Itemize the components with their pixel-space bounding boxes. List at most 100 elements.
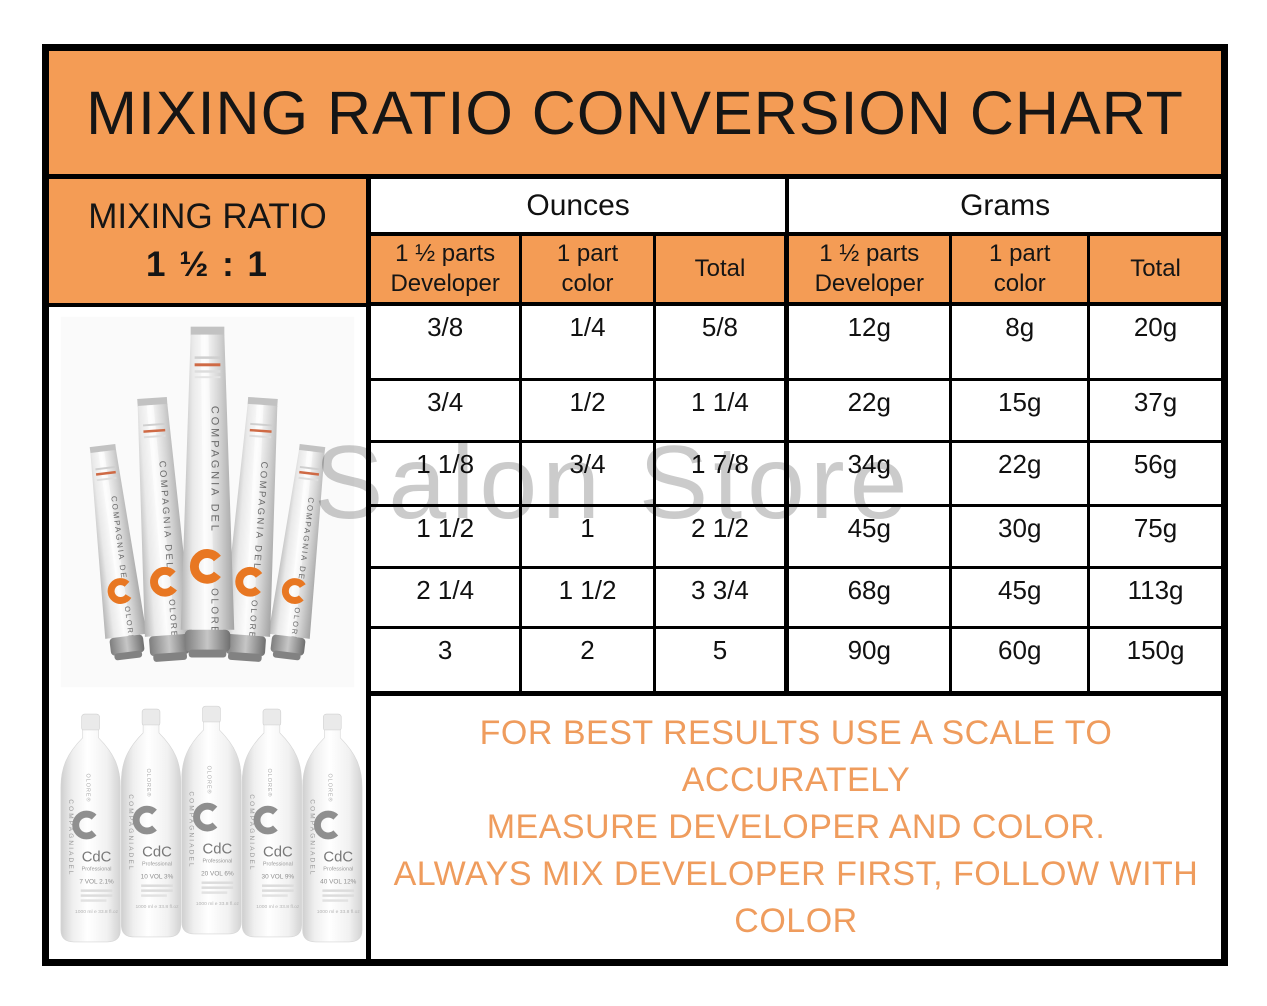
column-header-row: 1 ½ parts Developer 1 part color Total 1… — [371, 236, 1221, 306]
table-cell: 8g — [952, 306, 1091, 379]
bottle-name-text: CdC — [323, 850, 353, 866]
bottle-brand-c-text: OLORE® — [206, 766, 213, 795]
usage-note-line: MEASURE DEVELOPER AND COLOR. — [486, 808, 1106, 846]
column-header-oz-total: Total — [656, 236, 790, 302]
table-cell: 34g — [789, 442, 953, 505]
usage-note-line: FOR BEST RESULTS USE A SCALE TO ACCURATE… — [479, 714, 1113, 799]
bottle-brand-side-text: COMPAGNIADEL — [127, 794, 134, 871]
table-body: 3/8 1/4 5/8 12g 8g 20g 3/4 1/2 1 1/4 22g… — [371, 306, 1221, 696]
table-cell: 2 1/2 — [655, 507, 790, 566]
title-banner: MIXING RATIO CONVERSION CHART — [49, 51, 1221, 179]
table-cell: 12g — [789, 306, 953, 379]
table-cell: 75g — [1090, 507, 1221, 566]
color-tubes-image: COMPAGNIA DEL OLORE® COMPAGNIA DEL — [49, 307, 366, 697]
table-cell: 113g — [1090, 568, 1221, 627]
chart-frame: MIXING RATIO CONVERSION CHART MIXING RAT… — [42, 44, 1228, 966]
usage-note: FOR BEST RESULTS USE A SCALE TO ACCURATE… — [371, 696, 1221, 959]
table-cell: 3 3/4 — [655, 568, 790, 627]
conversion-table: Ounces Grams 1 ½ parts Developer 1 part … — [371, 179, 1221, 959]
bottle-vol-label: 7 VOL 2.1% — [79, 878, 114, 885]
bottle-name-text: CdC — [82, 850, 112, 866]
bottle-vol-label: 40 VOL 12% — [320, 878, 356, 885]
bottle-vol-label: 20 VOL 6% — [201, 871, 234, 878]
bottle-size-text: 1000 ml e 33.8 fl.oz — [196, 901, 240, 907]
unit-header-row: Ounces Grams — [371, 179, 1221, 236]
developer-bottles-image: COMPAGNIADEL OLORE® CdC Professional 7 V… — [49, 697, 366, 959]
column-header-g-color: 1 part color — [952, 236, 1091, 302]
left-column: MIXING RATIO 1 ½ : 1 — [49, 179, 371, 959]
table-cell: 5/8 — [655, 306, 790, 379]
bottle-name-text: CdC — [203, 842, 233, 858]
column-header-line: Developer — [814, 270, 924, 297]
table-cell: 20g — [1090, 306, 1221, 379]
column-header-line: 1 part — [556, 240, 619, 267]
bottle-brand-side-text: COMPAGNIADEL — [188, 791, 195, 868]
bottle-size-text: 1000 ml e 33.8 fl.oz — [75, 909, 119, 915]
bottle-vol-label: 30 VOL 9% — [262, 874, 295, 881]
table-cell: 3/4 — [522, 442, 656, 505]
table-cell: 1/2 — [522, 381, 656, 440]
table-cell: 3/8 — [371, 306, 523, 379]
table-cell: 150g — [1090, 629, 1221, 691]
table-cell: 45g — [789, 507, 953, 566]
bottle-subname-text: Professional — [82, 867, 112, 873]
table-cell: 22g — [789, 381, 953, 440]
bottle-brand-c-text: OLORE® — [326, 773, 333, 802]
bottle-brand-side-text: COMPAGNIADEL — [248, 794, 255, 871]
column-header-line: 1 part — [989, 240, 1051, 267]
table-row: 2 1/4 1 1/2 3 3/4 68g 45g 113g — [371, 568, 1221, 630]
unit-header-grams: Grams — [960, 188, 1051, 222]
table-cell: 22g — [952, 442, 1091, 505]
bottle-subname-text: Professional — [323, 867, 353, 873]
table-cell: 1 — [522, 507, 656, 566]
table-cell: 1 1/2 — [522, 568, 656, 627]
usage-note-line: COLOR — [734, 902, 858, 940]
table-cell: 1/4 — [522, 306, 656, 379]
table-cell: 3 — [371, 629, 523, 691]
column-header-line: 1 ½ parts — [395, 240, 496, 267]
tube-brand-text: COMPAGNIA DEL — [208, 406, 220, 534]
tube-brand-text: OLORE® — [208, 588, 219, 645]
table-cell: 1 1/8 — [371, 442, 523, 505]
bottle-brand-c-text: OLORE® — [145, 769, 152, 798]
page-title: MIXING RATIO CONVERSION CHART — [86, 78, 1184, 147]
table-cell: 15g — [952, 381, 1091, 440]
column-header-line: 1 ½ parts — [819, 240, 920, 267]
bottle-brand-side-text: COMPAGNIADEL — [309, 799, 316, 876]
table-cell: 30g — [952, 507, 1091, 566]
bottle-brand-c-text: OLORE® — [266, 769, 273, 798]
table-cell: 45g — [952, 568, 1091, 627]
table-row: 1 1/2 1 2 1/2 45g 30g 75g — [371, 507, 1221, 569]
color-tubes-illustration: COMPAGNIA DEL OLORE® COMPAGNIA DEL — [60, 316, 355, 688]
bottle-brand-c-text: OLORE® — [85, 773, 92, 802]
column-header-line: Developer — [390, 270, 500, 297]
table-cell: 68g — [789, 568, 953, 627]
unit-header-ounces: Ounces — [371, 179, 790, 232]
bottle-subname-text: Professional — [142, 862, 172, 868]
mixing-ratio-panel: MIXING RATIO 1 ½ : 1 — [49, 179, 366, 307]
column-header-oz-color: 1 part color — [522, 236, 656, 302]
developer-bottles-illustration: COMPAGNIADEL OLORE® CdC Professional 7 V… — [60, 705, 363, 943]
table-cell: 56g — [1090, 442, 1221, 505]
column-header-line: Total — [694, 255, 746, 282]
bottle-size-text: 1000 ml e 33.8 fl.oz — [256, 904, 300, 910]
bottle-name-text: CdC — [142, 845, 172, 861]
usage-note-line: ALWAYS MIX DEVELOPER FIRST, FOLLOW WITH — [393, 855, 1199, 893]
column-header-g-total: Total — [1090, 236, 1221, 302]
table-cell: 1 1/2 — [371, 507, 523, 566]
table-cell: 5 — [655, 629, 790, 691]
table-cell: 1 7/8 — [655, 442, 790, 505]
table-cell: 60g — [952, 629, 1091, 691]
table-cell: 2 — [522, 629, 656, 691]
table-cell: 90g — [789, 629, 953, 691]
table-row: 1 1/8 3/4 1 7/8 34g 22g 56g — [371, 442, 1221, 508]
table-cell: 37g — [1090, 381, 1221, 440]
table-cell: 2 1/4 — [371, 568, 523, 627]
column-header-line: Total — [1130, 255, 1181, 282]
column-header-oz-developer: 1 ½ parts Developer — [371, 236, 523, 302]
table-row: 3/4 1/2 1 1/4 22g 15g 37g — [371, 381, 1221, 443]
bottle-brand-side-text: COMPAGNIADEL — [67, 799, 74, 876]
mixing-ratio-value: 1 ½ : 1 — [146, 245, 269, 284]
bottle-subname-text: Professional — [263, 862, 293, 868]
table-cell: 1 1/4 — [655, 381, 790, 440]
